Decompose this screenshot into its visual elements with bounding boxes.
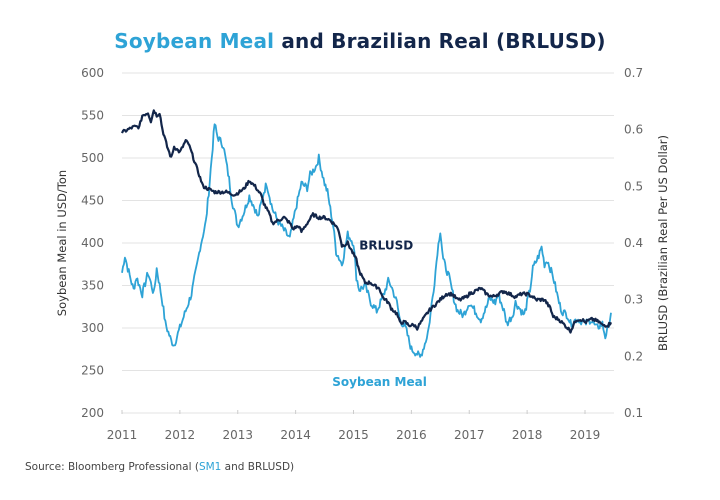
x-axis-ticks: 2011 2012 2013 2014 2015 2016 2017 2018 2019 [107,410,601,442]
y2-axis-ticks: 0.7 0.6 0.5 0.4 0.3 0.2 0.1 [624,66,643,420]
x-tick-label: 2011 [107,428,138,442]
y2-tick-label: 0.3 [624,293,643,307]
x-tick-label: 2016 [396,428,427,442]
gridlines [122,72,614,414]
y-tick-label: 300 [81,321,104,335]
x-tick-label: 2012 [165,428,196,442]
y-tick-label: 600 [81,66,104,80]
y-tick-label: 200 [81,406,104,420]
y2-tick-label: 0.2 [624,349,643,363]
source-note: Source: Bloomberg Professional (SM1 and … [25,461,294,473]
y-tick-label: 450 [81,194,104,208]
x-tick-label: 2014 [280,428,311,442]
y2-tick-label: 0.4 [624,236,643,250]
y-tick-label: 350 [81,279,104,293]
y-tick-label: 550 [81,109,104,123]
y2-tick-label: 0.6 [624,123,643,137]
x-tick-label: 2017 [454,428,485,442]
y-axis-label: Soybean Meal in USD/Ton [55,170,69,316]
soybean-meal-line [121,123,612,358]
x-tick-label: 2019 [570,428,601,442]
title-highlight: Soybean Meal [114,29,275,53]
y-axis-ticks: 600 550 500 450 400 350 300 250 200 [81,66,104,420]
y2-axis-label: BRLUSD (Brazilian Real Per US Dollar) [656,135,670,351]
y-tick-label: 250 [81,364,104,378]
y-tick-label: 400 [81,236,104,250]
source-suffix: and BRLUSD) [221,461,295,473]
x-tick-label: 2015 [338,428,369,442]
y-tick-label: 500 [81,151,104,165]
y2-tick-label: 0.7 [624,66,643,80]
source-prefix: Source: Bloomberg Professional ( [25,461,199,473]
y2-tick-label: 0.1 [624,406,643,420]
soybean-series-label: Soybean Meal [332,375,427,389]
series-lines [120,109,613,358]
title-rest: and Brazilian Real (BRLUSD) [274,29,606,53]
chart-title: Soybean Meal and Brazilian Real (BRLUSD) [0,29,720,53]
x-tick-label: 2013 [222,428,253,442]
x-tick-label: 2018 [512,428,543,442]
y2-tick-label: 0.5 [624,179,643,193]
brlusd-line [120,109,613,334]
brlusd-series-label: BRLUSD [359,239,413,253]
source-highlight: SM1 [198,461,222,473]
